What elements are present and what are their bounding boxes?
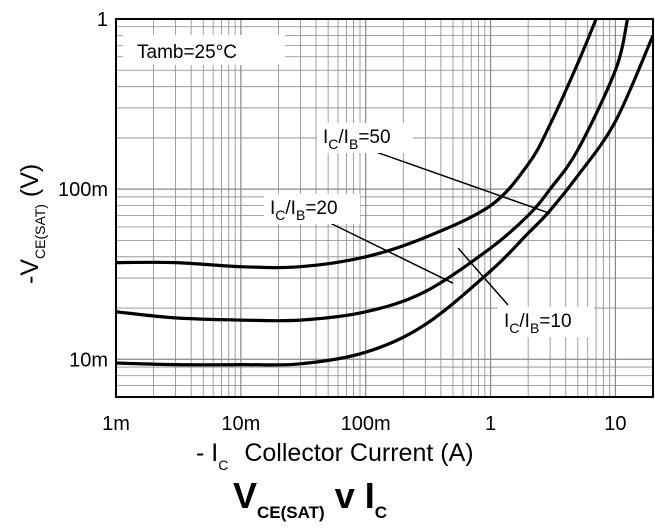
x-tick-label: 1m	[102, 413, 130, 435]
series-label-part: /I	[519, 311, 530, 332]
y-axis-title: -VCE(SAT) (V)	[16, 164, 48, 284]
annotation-box	[123, 35, 285, 65]
series-label-part: =10	[539, 311, 571, 332]
series-label-part: =20	[305, 198, 337, 219]
x-tick-label: 10	[604, 413, 626, 435]
x-axis-title-rest: Collector Current (A)	[244, 439, 473, 467]
plot-frame	[115, 18, 654, 398]
chart-title-sub1: CE(SAT)	[257, 503, 325, 522]
series-leader-line	[375, 151, 551, 215]
series-label-bg	[498, 307, 594, 337]
x-tick-label: 100m	[341, 413, 391, 435]
curve-series-2	[116, 19, 630, 323]
series-label-bg	[317, 123, 413, 153]
series-label: IC/IB=50	[323, 127, 391, 152]
curves	[116, 19, 653, 367]
series-label-part: I	[270, 198, 275, 219]
y-tick-label: 100m	[58, 179, 108, 201]
x-axis-title: - IC Collector Current (A)	[196, 439, 474, 473]
x-tick-label: 10m	[221, 413, 260, 435]
y-axis-title-prefix: -V	[16, 259, 44, 284]
chart-title: VCE(SAT) v IC	[233, 475, 387, 522]
series-label-part: C	[328, 136, 338, 152]
x-tick-label: 1	[485, 413, 496, 435]
y-axis-title-rest: (V)	[16, 164, 44, 204]
series-label-part: I	[323, 127, 328, 148]
series-label-part: B	[349, 136, 358, 152]
series-label-part: C	[509, 320, 519, 336]
series-label-part: C	[275, 207, 285, 223]
chart-title-mid: v I	[325, 475, 375, 516]
y-tick-labels: 10m 100m 1	[58, 9, 108, 371]
series-label: IC/IB=10	[504, 311, 572, 336]
curve-series-3	[116, 34, 653, 367]
x-axis-title-subscript: C	[218, 457, 228, 473]
series-label-part: /I	[285, 198, 296, 219]
curve-group	[116, 19, 653, 367]
curve-series-1	[116, 19, 598, 270]
chart-title-main: V	[233, 475, 257, 516]
series-label-part: I	[504, 311, 509, 332]
x-axis-title-prefix: - I	[196, 439, 218, 467]
chart-title-sub2: C	[375, 503, 387, 522]
annotation-tamb: Tamb=25°C	[137, 42, 237, 63]
y-axis-title-subscript: CE(SAT)	[32, 204, 48, 259]
y-tick-label: 1	[97, 9, 108, 31]
series-label-part: B	[530, 320, 539, 336]
series-label: IC/IB=20	[270, 198, 338, 223]
series-label-part: B	[296, 207, 305, 223]
series-label-part: /I	[338, 127, 349, 148]
x-tick-labels: 1m 10m 100m 1 10	[102, 413, 626, 435]
series-leader-line	[325, 220, 454, 284]
series-label-bg	[264, 194, 360, 224]
y-tick-label: 10m	[69, 349, 108, 371]
series-label-part: =50	[358, 127, 390, 148]
series-leader-line	[457, 247, 509, 306]
